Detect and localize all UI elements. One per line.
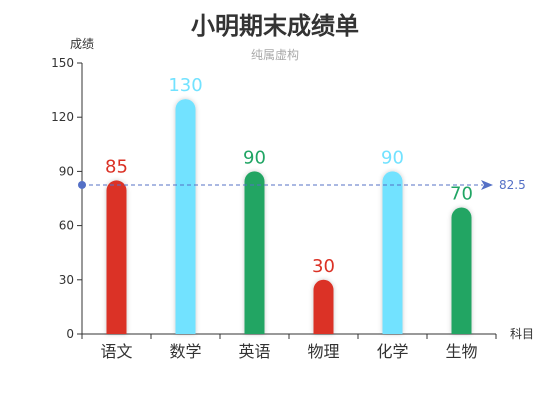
chart-title: 小明期末成绩单 [191, 12, 359, 40]
chart-subtitle: 纯属虚构 [251, 47, 299, 62]
x-tick-label: 生物 [445, 342, 477, 361]
y-tick-label: 30 [59, 273, 74, 287]
y-tick-label: 90 [59, 164, 74, 178]
bar-value-label: 85 [105, 156, 128, 177]
bar-value-label: 130 [168, 75, 202, 96]
x-axis-title: 科目 [510, 327, 534, 341]
y-axis-ticks: 0 30 60 90 120 150 [51, 56, 82, 341]
bar-value-label: 90 [243, 147, 266, 168]
y-tick-label: 120 [51, 110, 74, 124]
y-axis-title: 成绩 [70, 37, 94, 51]
x-tick-label: 数学 [169, 342, 201, 361]
mean-mark-line-start-dot [78, 180, 86, 189]
bars-group [106, 99, 472, 334]
bar-value-label: 90 [381, 147, 404, 168]
bar-value-label: 70 [450, 184, 473, 205]
x-tick-label: 英语 [238, 342, 270, 361]
x-tick-label: 物理 [307, 342, 339, 361]
x-tick-label: 化学 [376, 342, 408, 361]
data-labels-group: 85 130 90 30 90 70 [105, 75, 473, 277]
x-axis-ticks: 语文 数学 英语 物理 化学 生物 [81, 334, 497, 361]
y-tick-label: 150 [51, 56, 74, 70]
bar[interactable] [244, 171, 265, 334]
bar[interactable] [175, 99, 196, 334]
mean-mark-line-label: 82.5 [499, 178, 526, 192]
y-tick-label: 0 [66, 327, 74, 341]
x-tick-label: 语文 [100, 342, 132, 361]
mean-mark-line-arrow [481, 179, 493, 190]
bar-value-label: 30 [312, 256, 335, 277]
bar[interactable] [313, 279, 334, 334]
mean-mark-line-group: 82.5 [78, 178, 526, 192]
bar[interactable] [106, 180, 127, 334]
y-tick-label: 60 [59, 219, 74, 233]
bar[interactable] [382, 171, 403, 334]
bar[interactable] [451, 207, 472, 334]
